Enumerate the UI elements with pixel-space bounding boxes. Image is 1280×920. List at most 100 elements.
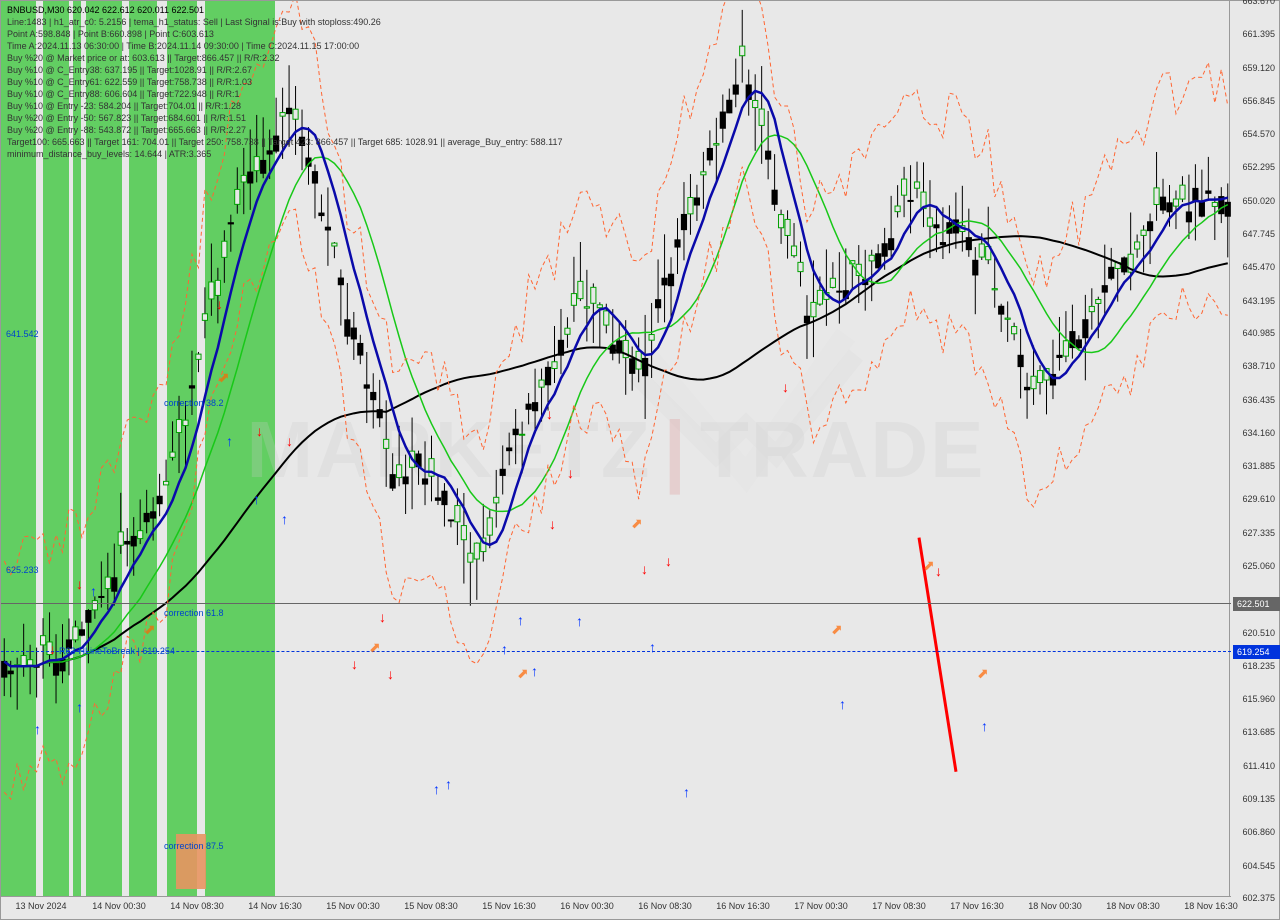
x-tick-label: 16 Nov 08:30 [638, 901, 692, 911]
arrow-outline-icon: ⬈ [923, 557, 935, 574]
annotation-label: 625.233 [6, 565, 39, 575]
chart-svg [1, 1, 1231, 898]
y-tick-label: 631.885 [1242, 461, 1275, 471]
arrow-down-icon: ↓ [935, 563, 942, 579]
info-line: Buy %10 @ Entry -23: 584.204 || Target:7… [7, 101, 241, 111]
y-tick-label: 609.135 [1242, 794, 1275, 804]
x-tick-label: 17 Nov 16:30 [950, 901, 1004, 911]
info-line: Line:1483 | h1_atr_c0: 5.2156 | tema_h1_… [7, 17, 381, 27]
x-tick-label: 18 Nov 16:30 [1184, 901, 1238, 911]
info-line: Time A:2024.11.13 06:30:00 | Time B:2024… [7, 41, 359, 51]
y-tick-label: 638.710 [1242, 361, 1275, 371]
info-line: Buy %10 @ C_Entry38: 637.195 || Target:1… [7, 65, 252, 75]
arrow-up-icon: ↑ [433, 781, 440, 797]
arrow-down-icon: ↓ [256, 423, 263, 439]
arrow-up-icon: ↑ [253, 491, 260, 507]
y-tick-label: 650.020 [1242, 196, 1275, 206]
info-line: minimum_distance_buy_levels: 14.644 | AT… [7, 149, 211, 159]
x-tick-label: 16 Nov 16:30 [716, 901, 770, 911]
info-line: Buy %20 @ Entry -88: 543.872 || Target:6… [7, 125, 246, 135]
y-tick-label: 625.060 [1242, 561, 1275, 571]
annotation-label: correction 87.5 [164, 841, 224, 851]
y-tick-label: 654.570 [1242, 129, 1275, 139]
arrow-up-icon: ↑ [649, 639, 656, 655]
arrow-up-icon: ↑ [34, 721, 41, 737]
x-tick-label: 14 Nov 08:30 [170, 901, 224, 911]
y-tick-label: 656.845 [1242, 96, 1275, 106]
y-tick-label: 602.375 [1242, 893, 1275, 903]
arrow-down-icon: ↓ [665, 553, 672, 569]
x-tick-label: 14 Nov 16:30 [248, 901, 302, 911]
arrow-up-icon: ↑ [517, 612, 524, 628]
arrow-down-icon: ↓ [286, 433, 293, 449]
arrow-up-icon: ↑ [90, 583, 97, 599]
x-tick-label: 16 Nov 00:30 [560, 901, 614, 911]
arrow-outline-icon: ⬈ [144, 621, 156, 638]
y-tick-label: 615.960 [1242, 694, 1275, 704]
plot-area[interactable]: MARKETZ|TRADE 622.501 619.254 BNBUSD,M30… [1, 1, 1231, 898]
arrow-down-icon: ↓ [387, 666, 394, 682]
annotation-label: R63-HLineToBreak | 619.254 [59, 646, 175, 656]
arrow-down-icon: ↓ [546, 406, 553, 422]
arrow-outline-icon: ⬈ [369, 639, 381, 656]
arrow-down-icon: ↓ [549, 516, 556, 532]
y-tick-label: 611.410 [1243, 761, 1275, 771]
arrow-outline-icon: ⬈ [831, 621, 843, 638]
arrow-outline-icon: ⬈ [517, 665, 529, 682]
arrow-down-icon: ↓ [49, 641, 56, 657]
arrow-up-icon: ↑ [281, 511, 288, 527]
y-tick-label: 606.860 [1242, 827, 1275, 837]
x-tick-label: 15 Nov 16:30 [482, 901, 536, 911]
y-tick-label: 634.160 [1242, 428, 1275, 438]
arrow-up-icon: ↑ [981, 718, 988, 734]
level-line: 619.254 [1, 651, 1231, 652]
x-axis: 13 Nov 202414 Nov 00:3014 Nov 08:3014 No… [1, 896, 1231, 919]
x-tick-label: 17 Nov 08:30 [872, 901, 926, 911]
info-line: Buy %10 @ C_Entry61: 622.559 || Target:7… [7, 77, 252, 87]
arrow-down-icon: ↓ [216, 296, 223, 312]
x-tick-label: 15 Nov 00:30 [326, 901, 380, 911]
y-tick-label: 640.985 [1242, 328, 1275, 338]
arrow-outline-icon: ⬈ [631, 515, 643, 532]
arrow-up-icon: ↑ [76, 699, 83, 715]
x-tick-label: 17 Nov 00:30 [794, 901, 848, 911]
y-tick-label: 663.670 [1242, 0, 1275, 6]
y-tick-label: 652.295 [1242, 162, 1275, 172]
y-tick-label: 647.745 [1242, 229, 1275, 239]
info-line: BNBUSD,M30 620.042 622.612 620.011 622.5… [7, 5, 204, 15]
info-line: Buy %20 @ Entry -50: 567.823 || Target:6… [7, 113, 246, 123]
y-tick-label: 659.120 [1242, 63, 1275, 73]
arrow-down-icon: ↓ [567, 465, 574, 481]
arrow-up-icon: ↑ [576, 613, 583, 629]
y-tick-label: 636.435 [1242, 395, 1275, 405]
y-tick-label: 629.610 [1242, 494, 1275, 504]
arrow-down-icon: ↓ [351, 656, 358, 672]
chart-container: MARKETZ|TRADE 622.501 619.254 BNBUSD,M30… [0, 0, 1280, 920]
x-tick-label: 15 Nov 08:30 [404, 901, 458, 911]
level-price-label: 619.254 [1233, 645, 1280, 659]
annotation-label: 641.542 [6, 329, 39, 339]
arrow-up-icon: ↑ [531, 663, 538, 679]
y-tick-label: 645.470 [1242, 262, 1275, 272]
y-tick-label: 643.195 [1242, 296, 1275, 306]
x-tick-label: 18 Nov 08:30 [1106, 901, 1160, 911]
current-price-line: 622.501 [1, 603, 1231, 604]
arrow-down-icon: ↓ [379, 609, 386, 625]
annotation-label: correction 61.8 [164, 608, 224, 618]
y-tick-label: 627.335 [1242, 528, 1275, 538]
x-tick-label: 18 Nov 00:30 [1028, 901, 1082, 911]
y-tick-label: 604.545 [1242, 861, 1275, 871]
arrow-outline-icon: ⬈ [977, 665, 989, 682]
y-axis: 663.670 661.395 659.120 656.845 654.570 652.2… [1229, 1, 1279, 898]
arrow-down-icon: ↓ [76, 576, 83, 592]
arrow-up-icon: ↑ [445, 776, 452, 792]
arrow-up-icon: ↑ [683, 784, 690, 800]
y-tick-label: 618.235 [1242, 661, 1275, 671]
arrow-outline-icon: ⬈ [218, 369, 230, 386]
annotation-label: correction 38.2 [164, 398, 224, 408]
y-tick-label: 661.395 [1242, 29, 1275, 39]
y-tick-label: 620.510 [1242, 628, 1275, 638]
info-line: Buy %20 @ Market price or at: 603.613 ||… [7, 53, 279, 63]
arrow-up-icon: ↑ [226, 433, 233, 449]
x-tick-label: 13 Nov 2024 [15, 901, 66, 911]
